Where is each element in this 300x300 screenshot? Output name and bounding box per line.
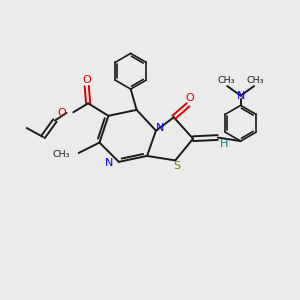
Text: O: O bbox=[185, 93, 194, 103]
Text: O: O bbox=[82, 75, 91, 85]
Text: N: N bbox=[156, 123, 164, 133]
Text: N: N bbox=[104, 158, 113, 168]
Text: CH₃: CH₃ bbox=[52, 150, 70, 159]
Text: CH₃: CH₃ bbox=[247, 76, 264, 85]
Text: O: O bbox=[58, 108, 67, 118]
Text: H: H bbox=[220, 139, 228, 149]
Text: S: S bbox=[173, 161, 180, 171]
Text: N: N bbox=[236, 91, 245, 100]
Text: CH₃: CH₃ bbox=[217, 76, 235, 85]
